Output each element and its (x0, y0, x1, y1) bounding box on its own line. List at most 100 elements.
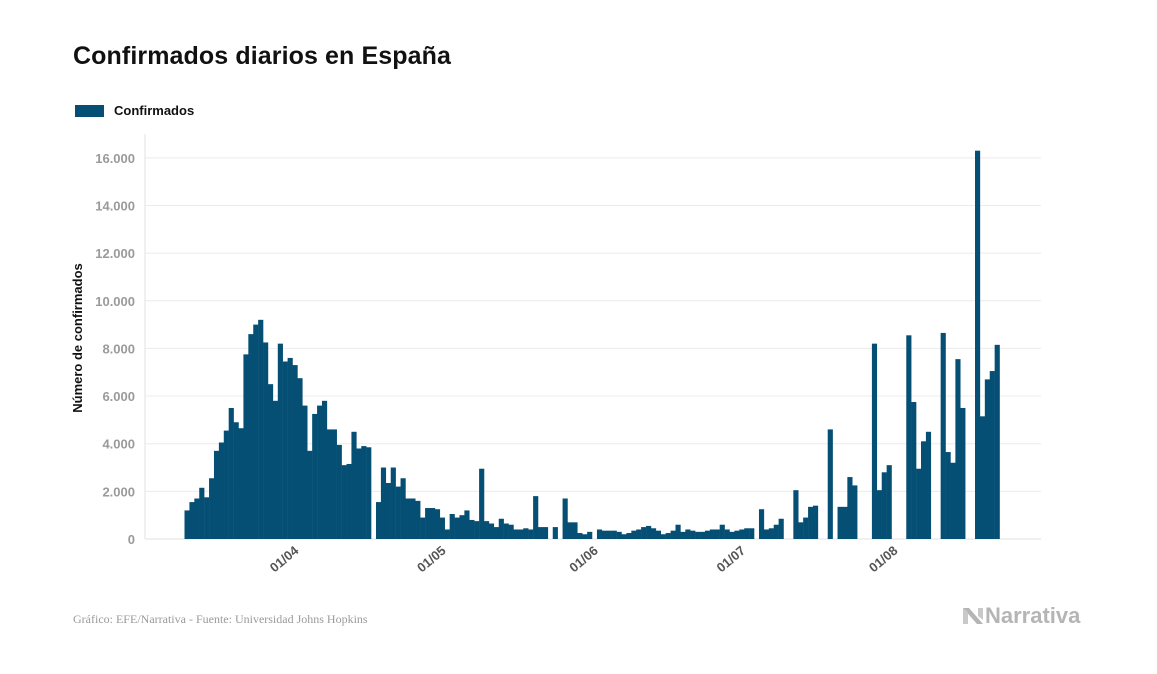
bar (749, 528, 755, 539)
narrativa-logo-icon (963, 608, 983, 624)
bar (464, 510, 470, 539)
bar (847, 477, 853, 539)
bar (744, 528, 750, 539)
bar (994, 344, 1000, 539)
bar (331, 429, 337, 539)
bar (533, 496, 539, 539)
bar (213, 450, 220, 539)
bar (950, 462, 956, 539)
x-tick-label: 01/05 (414, 543, 449, 575)
bar (488, 523, 495, 539)
bar (881, 472, 887, 539)
bar (199, 487, 205, 539)
bar (317, 405, 323, 539)
bar (366, 447, 372, 539)
bar (808, 506, 814, 539)
bar (253, 324, 259, 539)
x-tick-label: 01/06 (566, 543, 601, 575)
bar (395, 486, 401, 539)
bar (238, 428, 244, 539)
bar (204, 497, 210, 539)
bar (606, 530, 612, 539)
bar (616, 531, 622, 539)
bar (729, 531, 735, 539)
bar (803, 517, 809, 539)
bar (307, 450, 313, 539)
y-tick-label: 8.000 (102, 341, 135, 356)
bar (538, 527, 544, 539)
chart-title: Confirmados diarios en España (73, 42, 451, 70)
bar (709, 529, 716, 539)
bar (356, 448, 362, 539)
legend-swatch (75, 104, 104, 117)
bar (513, 529, 519, 539)
bar (336, 444, 342, 539)
bar (218, 442, 225, 539)
bar (484, 521, 490, 539)
bar (233, 422, 239, 539)
bar (567, 522, 573, 539)
bar (326, 429, 333, 539)
bar (493, 527, 499, 539)
bar (793, 490, 799, 539)
bar (292, 365, 298, 539)
bar (430, 508, 436, 539)
bar (587, 531, 593, 539)
bar (415, 500, 421, 539)
bar (925, 431, 932, 539)
bar (641, 527, 647, 539)
bar (758, 509, 765, 539)
bar (680, 531, 686, 539)
bar (852, 485, 858, 539)
bar (837, 506, 843, 539)
bar (282, 361, 288, 539)
bar (312, 413, 318, 539)
bar (351, 431, 357, 539)
legend-label: Confirmados (114, 103, 195, 118)
bar (827, 429, 833, 539)
bar (778, 518, 784, 539)
bar (542, 527, 549, 539)
bar (979, 416, 986, 539)
bar (518, 529, 524, 539)
bar (444, 529, 450, 539)
bar (670, 530, 676, 539)
x-tick-label: 01/08 (866, 543, 901, 575)
bar (194, 498, 200, 539)
bar (916, 468, 922, 539)
bar (498, 518, 504, 539)
bar (434, 509, 441, 539)
bar (528, 529, 534, 539)
brand-name: Narrativa (985, 603, 1081, 628)
bar (646, 525, 652, 539)
bar (734, 530, 740, 539)
bar (287, 357, 293, 539)
y-tick-label: 6.000 (102, 389, 135, 404)
bar (454, 517, 460, 539)
bar (503, 523, 509, 539)
y-tick-label: 4.000 (102, 437, 135, 452)
bar (886, 465, 892, 539)
bar (675, 524, 681, 539)
y-tick-label: 12.000 (95, 246, 135, 261)
bar (798, 522, 804, 539)
bar (272, 400, 279, 539)
bar (945, 452, 951, 539)
bar (812, 505, 819, 539)
bar (631, 530, 637, 539)
bar (209, 478, 215, 539)
bar (572, 522, 578, 539)
y-tick-label: 14.000 (95, 198, 135, 213)
bar (719, 524, 725, 539)
bar (724, 529, 730, 539)
x-tick-label: 01/04 (267, 542, 302, 575)
bar (267, 384, 274, 539)
bar (523, 528, 529, 539)
bar (263, 342, 269, 539)
bar (474, 521, 480, 539)
bar (704, 530, 711, 539)
bar (297, 378, 303, 539)
brand-logo: Narrativa (963, 603, 1080, 629)
bar (321, 400, 328, 539)
